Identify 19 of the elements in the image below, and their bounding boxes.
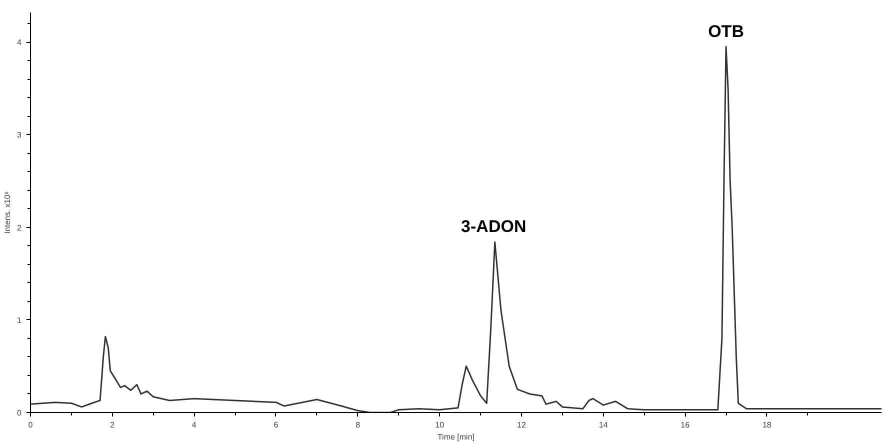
x-tick-label: 18 xyxy=(762,420,772,430)
y-axis-title: Intens. x10⁶ xyxy=(3,191,12,234)
x-axis-title: Time [min] xyxy=(437,432,475,442)
annotation: 3-ADON xyxy=(461,217,526,236)
x-tick-label: 14 xyxy=(598,420,608,430)
y-tick-label: 0 xyxy=(17,408,22,418)
x-tick-label: 8 xyxy=(356,420,361,430)
annotation: OTB xyxy=(708,22,744,41)
y-tick-label: 3 xyxy=(17,130,22,140)
x-tick-label: 12 xyxy=(517,420,526,430)
x-tick-label: 0 xyxy=(28,420,34,430)
x-tick-label: 16 xyxy=(680,420,690,430)
y-tick-label: 1 xyxy=(17,316,22,325)
x-tick-label: 2 xyxy=(110,420,116,430)
x-tick-label: 4 xyxy=(192,420,197,430)
x-tick-label: 10 xyxy=(435,420,445,430)
x-tick-label: 6 xyxy=(274,420,279,430)
y-tick-label: 4 xyxy=(17,38,22,48)
y-tick-label: 2 xyxy=(17,223,22,232)
